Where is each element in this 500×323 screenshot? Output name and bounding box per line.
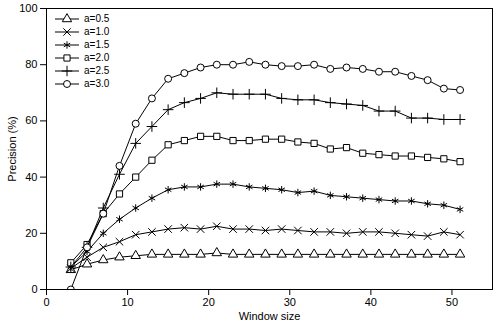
svg-text:20: 20: [203, 296, 215, 308]
svg-text:20: 20: [25, 227, 37, 239]
svg-text:30: 30: [284, 296, 296, 308]
svg-text:0: 0: [31, 283, 37, 295]
html-text:a=2.5: a=2.5: [84, 65, 110, 76]
svg-text:0: 0: [43, 296, 49, 308]
svg-text:40: 40: [365, 296, 377, 308]
svg-text:80: 80: [25, 58, 37, 70]
html-text:a=3.0: a=3.0: [84, 78, 110, 89]
html-text:a=1.0: a=1.0: [84, 26, 110, 37]
svg-text:40: 40: [25, 171, 37, 183]
svg-text:50: 50: [446, 296, 458, 308]
svg-text:60: 60: [25, 114, 37, 126]
html-text:a=1.5: a=1.5: [84, 39, 110, 50]
svg-text:100: 100: [19, 2, 37, 14]
html-text:a=0.5: a=0.5: [84, 13, 110, 24]
svg-text:Precision (%): Precision (%): [6, 116, 18, 181]
svg-text:Window size: Window size: [239, 310, 301, 322]
html-text:a=2.0: a=2.0: [84, 52, 110, 63]
svg-text:10: 10: [121, 296, 133, 308]
